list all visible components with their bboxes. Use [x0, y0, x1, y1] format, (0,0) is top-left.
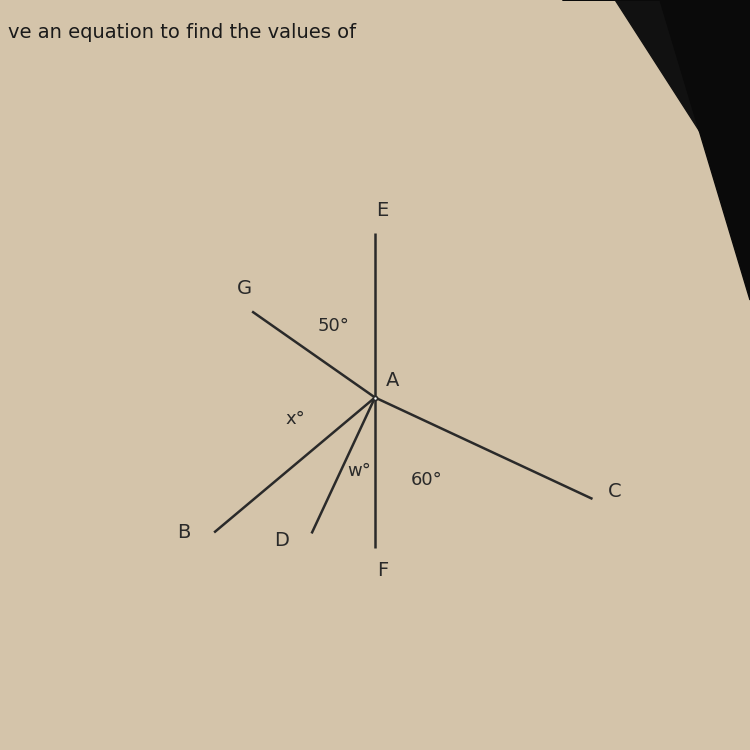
Text: ve an equation to find the values of: ve an equation to find the values of: [8, 22, 356, 41]
Text: D: D: [274, 532, 289, 550]
Text: C: C: [608, 482, 622, 501]
Polygon shape: [615, 0, 750, 210]
Text: E: E: [376, 200, 388, 220]
Polygon shape: [562, 0, 750, 300]
Text: A: A: [386, 371, 400, 390]
Text: F: F: [376, 560, 388, 580]
Text: 50°: 50°: [318, 317, 350, 335]
Text: G: G: [237, 280, 252, 298]
Text: w°: w°: [347, 462, 371, 480]
Text: 60°: 60°: [411, 471, 442, 489]
Text: x°: x°: [286, 410, 305, 428]
Text: B: B: [178, 523, 190, 542]
